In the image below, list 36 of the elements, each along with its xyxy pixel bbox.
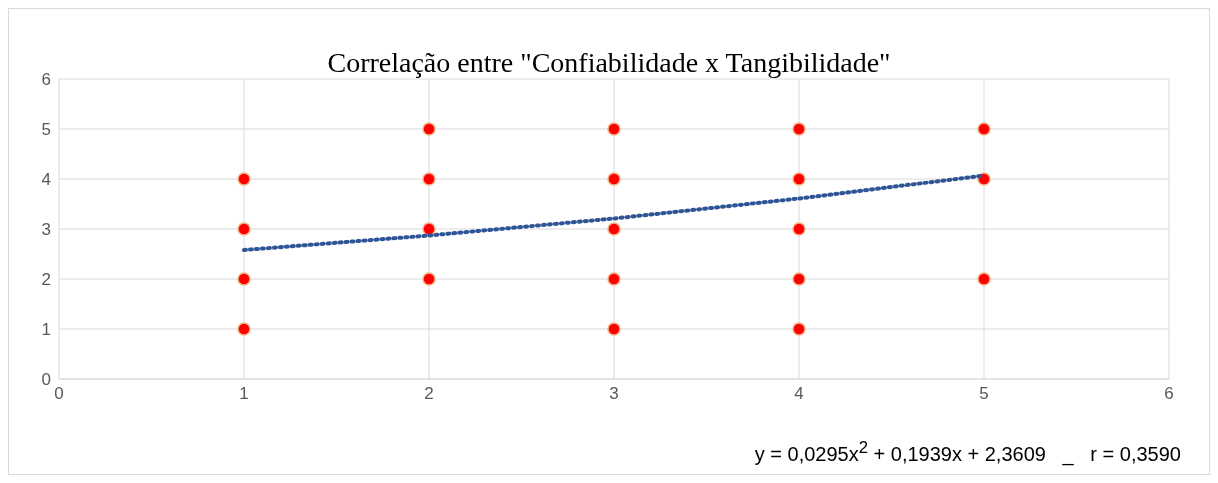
point — [607, 222, 621, 236]
x-tick-label: 2 — [424, 384, 434, 404]
x-tick-label: 6 — [1164, 384, 1174, 404]
chart-title: Correlação entre "Confiabilidade x Tangibilidade" — [327, 47, 891, 78]
point — [422, 222, 436, 236]
y-tick-label: 6 — [41, 70, 51, 90]
point — [237, 172, 251, 186]
point — [422, 272, 436, 286]
point — [792, 272, 806, 286]
point — [607, 172, 621, 186]
point — [422, 122, 436, 136]
x-tick-label: 5 — [979, 384, 989, 404]
x-tick-label: 3 — [609, 384, 619, 404]
y-tick-label: 4 — [41, 170, 51, 190]
point — [792, 322, 806, 336]
point — [237, 222, 251, 236]
point — [792, 222, 806, 236]
point — [237, 272, 251, 286]
point — [977, 122, 991, 136]
y-tick-label: 1 — [41, 320, 51, 340]
x-tick-label: 1 — [239, 384, 249, 404]
x-tick-label: 0 — [54, 384, 64, 404]
point — [237, 322, 251, 336]
x-tick-label: 4 — [794, 384, 804, 404]
text: y = 0,0295x$^{2}$ + 0,1939x + 2,3609 _ r = 0,3590 — [754, 438, 1181, 466]
y-tick-label: 2 — [41, 270, 51, 290]
point — [607, 122, 621, 136]
point — [977, 272, 991, 286]
point — [422, 172, 436, 186]
point — [792, 122, 806, 136]
point — [607, 272, 621, 286]
point — [607, 322, 621, 336]
point — [792, 172, 806, 186]
y-tick-label: 3 — [41, 220, 51, 240]
y-tick-label: 5 — [41, 120, 51, 140]
y-tick-label: 0 — [41, 370, 51, 390]
